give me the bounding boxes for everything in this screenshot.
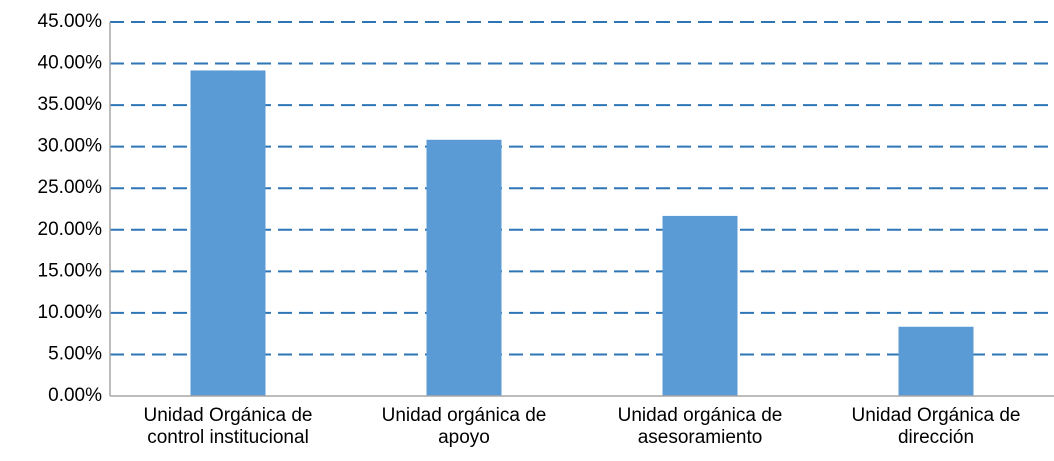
y-tick-label: 0.00% xyxy=(48,385,102,406)
y-tick-label: 5.00% xyxy=(48,343,102,364)
x-tick-label: Unidad Orgánica de dirección xyxy=(851,405,1021,448)
x-tick-label: Unidad Orgánica de control institucional xyxy=(143,405,313,448)
bar xyxy=(190,70,266,396)
y-tick-label: 10.00% xyxy=(38,302,103,323)
y-tick-label: 15.00% xyxy=(38,260,103,281)
y-tick-label: 20.00% xyxy=(38,219,103,240)
y-tick-label: 40.00% xyxy=(38,53,103,74)
x-tick-label: Unidad orgánica de asesoramiento xyxy=(617,405,783,448)
y-tick-label: 25.00% xyxy=(38,177,103,198)
y-tick-label: 45.00% xyxy=(38,11,103,32)
bar xyxy=(898,326,974,396)
bar xyxy=(662,215,738,396)
bar xyxy=(426,139,502,397)
y-tick-label: 35.00% xyxy=(38,94,103,115)
x-tick-label: Unidad orgánica de apoyo xyxy=(381,405,547,448)
y-tick-label: 30.00% xyxy=(38,136,103,157)
